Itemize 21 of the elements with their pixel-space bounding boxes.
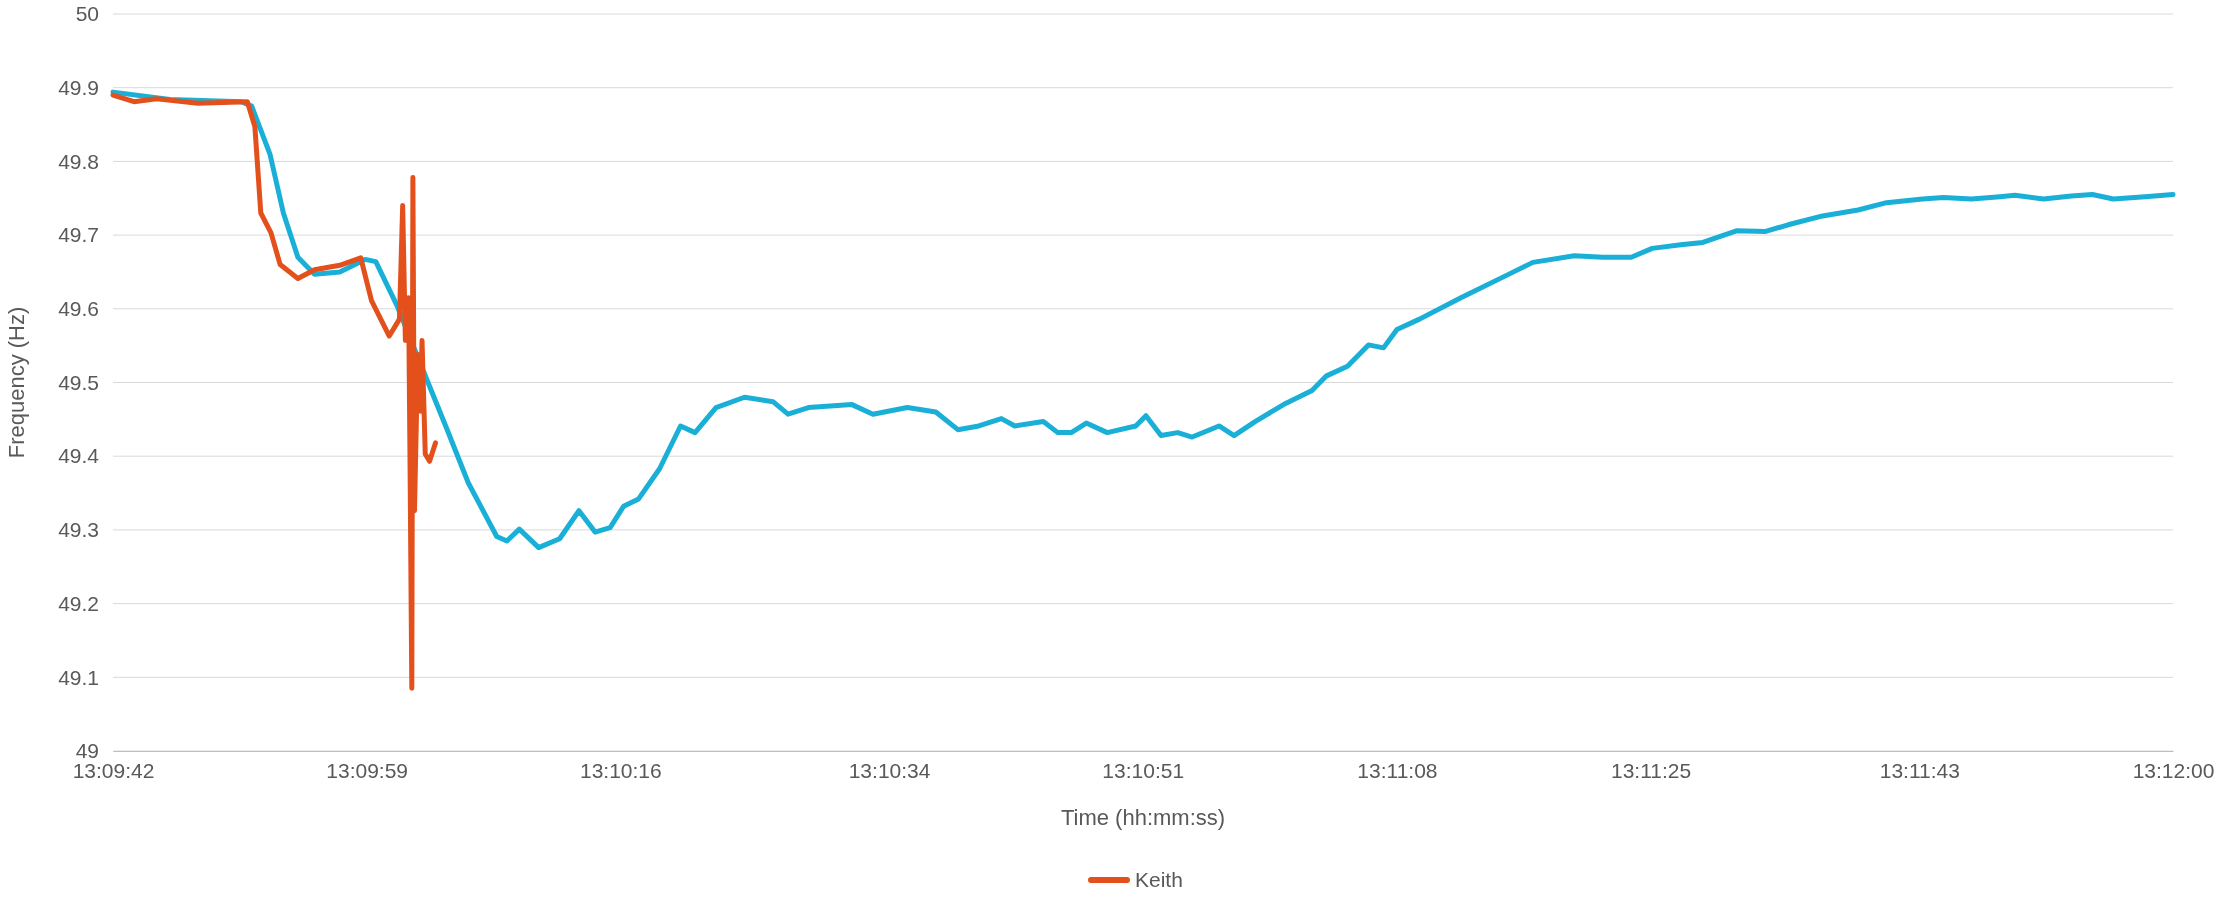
legend-label: Keith — [1135, 868, 1183, 891]
y-tick-label: 49.8 — [58, 149, 99, 173]
x-axis-title: Time (hh:mm:ss) — [1060, 805, 1226, 830]
x-tick-label: 13:09:59 — [326, 758, 409, 782]
y-tick-label: 49.9 — [58, 75, 99, 99]
y-axis-title: Frequency (Hz) — [4, 306, 29, 459]
x-tick-label: 13:12:00 — [2132, 758, 2215, 782]
y-tick-label: 49.1 — [58, 665, 99, 689]
y-tick-label: 49.7 — [58, 223, 99, 247]
x-tick-label: 13:10:51 — [1102, 758, 1185, 782]
y-tick-label: 50 — [75, 2, 99, 26]
y-tick-label: 49.6 — [58, 297, 99, 321]
x-tick-label: 13:11:08 — [1357, 758, 1438, 782]
x-tick-label: 13:10:16 — [579, 758, 662, 782]
x-tick-label: 13:11:25 — [1611, 758, 1692, 782]
y-tick-label: 49.4 — [58, 444, 100, 468]
x-tick-label: 13:11:43 — [1879, 758, 1960, 782]
y-tick-label: 49.2 — [58, 591, 99, 615]
x-tick-label: 13:10:34 — [848, 758, 931, 782]
y-tick-label: 49.5 — [58, 370, 99, 394]
y-tick-label: 49.3 — [58, 518, 99, 542]
